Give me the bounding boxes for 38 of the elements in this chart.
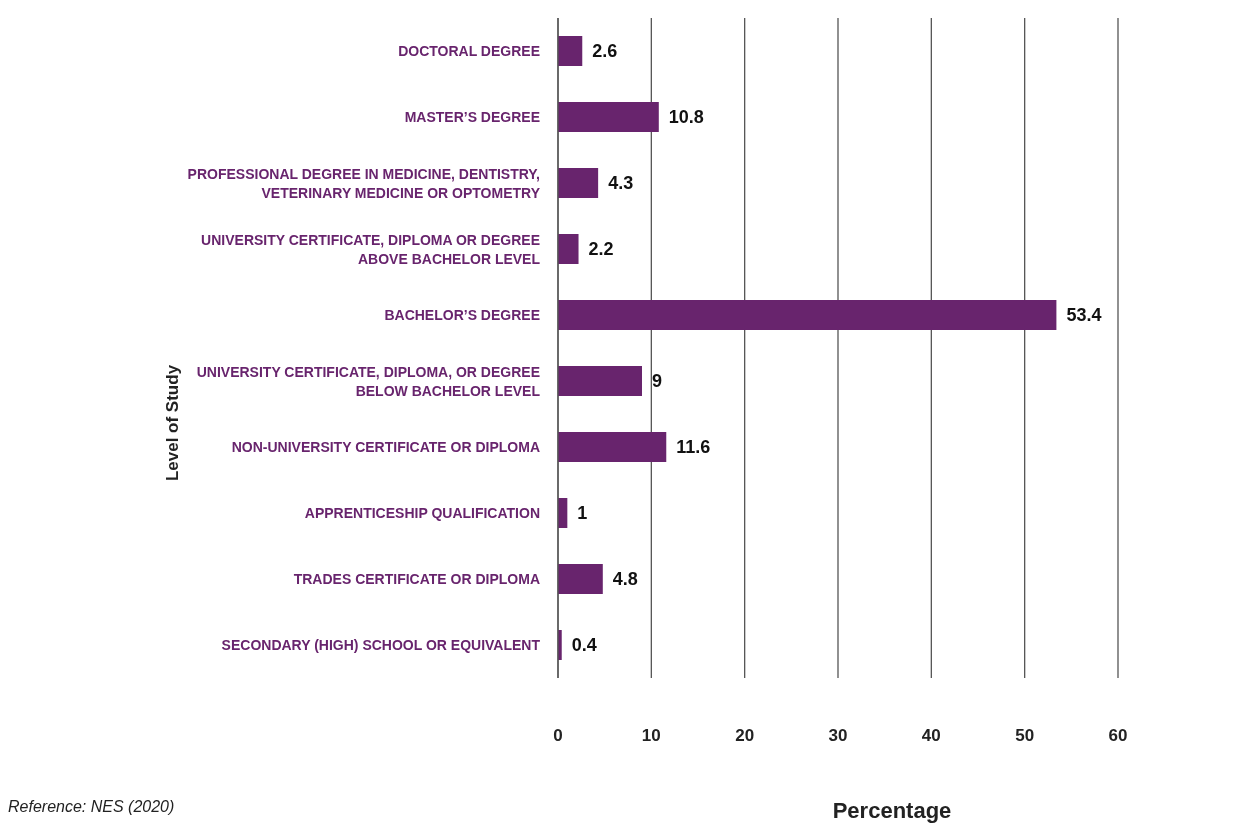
data-label: 11.6 bbox=[676, 437, 711, 458]
text: Reference: NES (2020) bbox=[8, 798, 175, 816]
data-label: 4.3 bbox=[608, 173, 634, 194]
y-tick-label: UNIVERSITY CERTIFICATE, DIPLOMA, OR DEGREE BELOW BACHELOR LEVEL bbox=[196, 363, 541, 399]
data-label: 1 bbox=[577, 503, 588, 524]
x-tick-label: 20 bbox=[735, 726, 755, 745]
data-label: 2.6 bbox=[592, 41, 618, 62]
x-tick-label: 40 bbox=[921, 726, 941, 745]
y-tick-label: DOCTORAL DEGREE bbox=[398, 43, 540, 59]
bar bbox=[558, 564, 603, 594]
x-tick-label: 50 bbox=[1015, 726, 1035, 745]
x-tick-label: 30 bbox=[828, 726, 848, 745]
data-label: 4.8 bbox=[612, 569, 638, 590]
y-tick-label: MASTER’S DEGREE bbox=[404, 109, 540, 125]
data-label: 10.8 bbox=[668, 107, 704, 128]
y-tick-label: TRADES CERTIFICATE OR DIPLOMA bbox=[293, 571, 540, 587]
data-label: 53.4 bbox=[1066, 305, 1102, 326]
bar bbox=[558, 432, 667, 462]
y-tick-label: UNIVERSITY CERTIFICATE, DIPLOMA OR DEGREE ABOVE BACHELOR LEVEL bbox=[201, 231, 541, 267]
x-axis-title: Percentage bbox=[832, 798, 952, 824]
data-label: 0.4 bbox=[571, 635, 597, 656]
bar bbox=[558, 366, 642, 396]
y-tick-label: APPRENTICESHIP QUALIFICATION bbox=[304, 505, 540, 521]
x-tick-label: 10 bbox=[641, 726, 661, 745]
y-tick-label: BACHELOR’S DEGREE bbox=[384, 307, 540, 323]
x-tick-label: 0 bbox=[553, 726, 563, 745]
bar bbox=[558, 168, 599, 198]
y-tick-label: PROFESSIONAL DEGREE IN MEDICINE, DENTISTRY, VETERINARY MEDICINE OR OPTOMETRY bbox=[187, 165, 541, 201]
y-tick-label: NON-UNIVERSITY CERTIFICATE OR DIPLOMA bbox=[231, 439, 540, 455]
y-tick-label: SECONDARY (HIGH) SCHOOL OR EQUIVALENT bbox=[221, 637, 541, 653]
bar bbox=[558, 102, 659, 132]
data-label: 9 bbox=[652, 371, 663, 392]
bar bbox=[558, 300, 1057, 330]
x-tick-label: 60 bbox=[1108, 726, 1128, 745]
bar bbox=[558, 36, 583, 66]
y-axis-title: Level of Study bbox=[163, 364, 183, 482]
data-label: 2.2 bbox=[588, 239, 614, 260]
bar bbox=[558, 234, 579, 264]
